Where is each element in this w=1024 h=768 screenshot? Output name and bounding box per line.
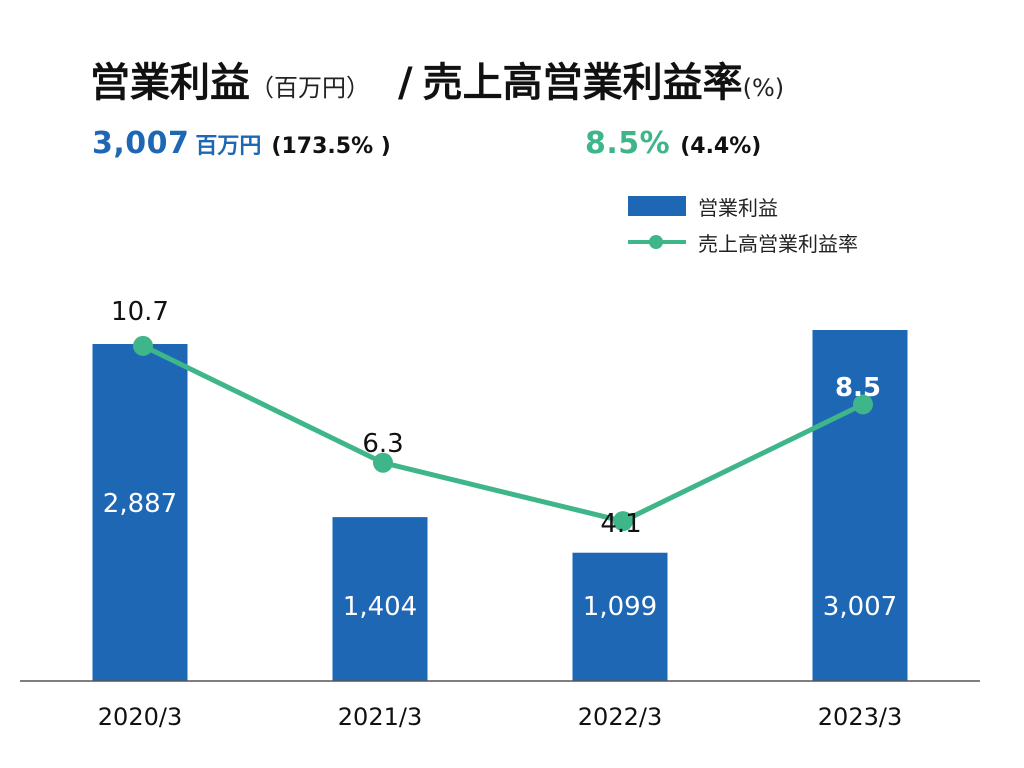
chart-title: 営業利益（百万円） / 売上高営業利益率(%) [90,50,784,110]
bar-value-label: 2,887 [103,489,177,519]
legend-bar-label: 営業利益 [698,195,778,220]
legend-bar-swatch [628,196,686,216]
legend-item-line: 売上高営業利益率 [628,224,858,260]
title-operating-margin-unit: (%) [742,74,785,102]
profit-summary: 3,007 百万円 (173.5% ) [92,126,391,161]
bar-2020/3 [92,344,188,681]
margin-line [141,343,865,524]
bar-value-label: 1,404 [343,592,417,622]
x-tick-label: 2021/3 [338,703,422,731]
bar-2021/3 [332,517,428,681]
title-separator: / [398,60,413,106]
x-tick-label: 2022/3 [578,703,662,731]
margin-point-2021/3 [373,452,393,473]
profit-summary-value: 3,007 [92,126,190,161]
legend-line-swatch [628,232,686,252]
margin-value-label: 4.1 [600,509,641,539]
margin-value-label: 8.5 [835,373,881,403]
legend-line-label: 売上高営業利益率 [698,231,858,256]
legend-item-bar: 営業利益 [628,188,858,224]
title-operating-profit: 営業利益 [90,60,250,106]
title-operating-profit-unit: （百万円） [250,74,370,102]
margin-point-2023/3 [853,394,873,415]
bar-2022/3 [572,552,668,681]
margin-point-2020/3 [133,335,153,356]
profit-summary-unit: 百万円 [195,134,262,159]
chart-legend: 営業利益 売上高営業利益率 [628,188,858,260]
margin-summary-value: 8.5% [585,126,671,161]
margin-summary-change: (4.4%) [680,134,762,159]
margin-value-label: 10.7 [111,297,169,327]
margin-value-label: 6.3 [362,429,403,459]
x-tick-label: 2023/3 [818,703,902,731]
profit-summary-change: (173.5% ) [271,134,391,159]
bar-value-label: 1,099 [583,592,657,622]
x-tick-label: 2020/3 [98,703,182,731]
margin-point-2022/3 [613,511,633,532]
margin-summary: 8.5% (4.4%) [585,126,761,161]
title-operating-margin: 売上高営業利益率 [422,60,743,106]
bar-2023/3 [812,330,908,681]
bar-value-label: 3,007 [823,592,897,622]
